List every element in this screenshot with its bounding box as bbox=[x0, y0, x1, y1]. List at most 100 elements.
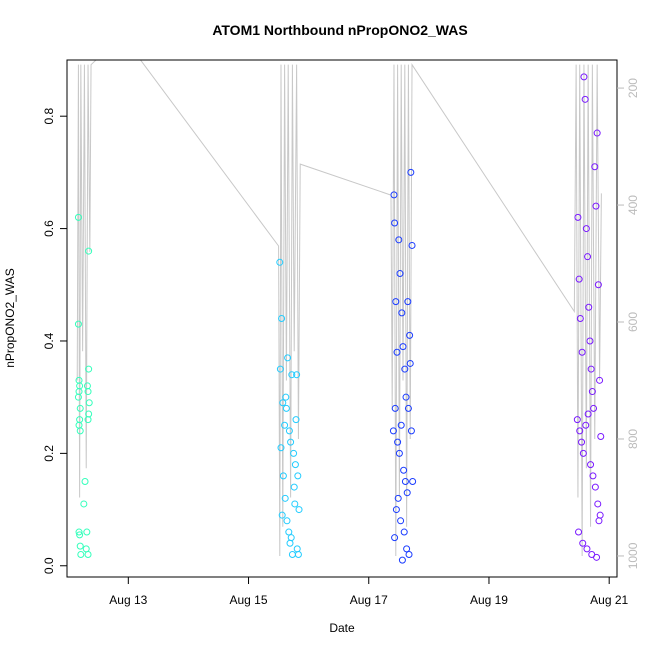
point bbox=[592, 202, 600, 210]
point bbox=[591, 483, 599, 491]
point bbox=[580, 73, 588, 81]
point bbox=[582, 225, 590, 233]
point bbox=[596, 376, 604, 384]
point bbox=[85, 247, 93, 255]
point bbox=[279, 472, 287, 480]
point bbox=[578, 348, 586, 356]
point bbox=[582, 421, 590, 429]
y2-tick-label: 800 bbox=[626, 429, 640, 449]
point bbox=[591, 163, 599, 171]
point bbox=[397, 421, 405, 429]
y-tick-label: 0.2 bbox=[42, 445, 56, 462]
point bbox=[408, 241, 416, 249]
point bbox=[401, 477, 409, 485]
point bbox=[593, 129, 601, 137]
point bbox=[76, 404, 84, 412]
point bbox=[76, 427, 84, 435]
x-tick-label: Aug 15 bbox=[230, 593, 268, 607]
point bbox=[391, 534, 399, 542]
point bbox=[403, 489, 411, 497]
y-axis-label: nPropONO2_WAS bbox=[3, 268, 17, 368]
point bbox=[84, 388, 92, 396]
point bbox=[392, 506, 400, 514]
point bbox=[394, 494, 402, 502]
point bbox=[84, 416, 92, 424]
point bbox=[585, 303, 593, 311]
point bbox=[593, 553, 601, 561]
point bbox=[291, 500, 299, 508]
point bbox=[276, 365, 284, 373]
point bbox=[578, 438, 586, 446]
point bbox=[395, 236, 403, 244]
point bbox=[389, 427, 397, 435]
x-tick-label: Aug 21 bbox=[590, 593, 628, 607]
point bbox=[409, 477, 417, 485]
point bbox=[76, 531, 84, 539]
x-tick-label: Aug 19 bbox=[470, 593, 508, 607]
point bbox=[391, 404, 399, 412]
point bbox=[400, 528, 408, 536]
point bbox=[400, 466, 408, 474]
point bbox=[407, 427, 415, 435]
point bbox=[74, 320, 82, 328]
point bbox=[573, 416, 581, 424]
point bbox=[81, 477, 89, 485]
point bbox=[401, 365, 409, 373]
point bbox=[279, 399, 287, 407]
point bbox=[575, 275, 583, 283]
point bbox=[75, 528, 83, 536]
point bbox=[398, 556, 406, 564]
point bbox=[397, 517, 405, 525]
point bbox=[290, 483, 298, 491]
point bbox=[391, 219, 399, 227]
point bbox=[293, 371, 301, 379]
point bbox=[584, 253, 592, 261]
point bbox=[404, 298, 412, 306]
y2-tick-label: 1000 bbox=[626, 542, 640, 569]
point bbox=[406, 359, 414, 367]
point bbox=[584, 410, 592, 418]
point bbox=[277, 444, 285, 452]
point bbox=[83, 528, 91, 536]
plot-frame bbox=[66, 59, 618, 578]
point bbox=[282, 404, 290, 412]
point bbox=[574, 213, 582, 221]
point bbox=[287, 534, 295, 542]
chart-title: ATOM1 Northbound nPropONO2_WAS bbox=[212, 22, 467, 38]
point bbox=[74, 213, 82, 221]
y-tick-label: 0.0 bbox=[42, 557, 56, 574]
point bbox=[288, 371, 296, 379]
y-tick-label: 0.8 bbox=[42, 108, 56, 125]
point bbox=[398, 309, 406, 317]
point bbox=[282, 393, 290, 401]
point bbox=[281, 494, 289, 502]
point bbox=[581, 95, 589, 103]
point bbox=[293, 545, 301, 553]
point bbox=[76, 542, 84, 550]
x-tick-label: Aug 13 bbox=[109, 593, 147, 607]
point bbox=[80, 500, 88, 508]
point bbox=[404, 404, 412, 412]
point bbox=[576, 315, 584, 322]
point bbox=[292, 416, 300, 424]
point bbox=[579, 539, 587, 547]
point bbox=[595, 517, 603, 525]
point bbox=[84, 551, 92, 559]
point bbox=[278, 511, 286, 519]
point bbox=[390, 191, 398, 199]
point bbox=[85, 365, 93, 373]
point bbox=[285, 427, 293, 435]
point bbox=[406, 331, 414, 339]
point bbox=[402, 393, 410, 401]
plot-area bbox=[74, 60, 605, 564]
point bbox=[393, 348, 401, 356]
point bbox=[396, 270, 404, 278]
y2-tick-label: 600 bbox=[626, 312, 640, 332]
point bbox=[284, 354, 292, 362]
point bbox=[395, 449, 403, 457]
point bbox=[586, 337, 594, 345]
x-tick-label: Aug 17 bbox=[350, 593, 388, 607]
point bbox=[392, 298, 400, 306]
point bbox=[287, 438, 295, 446]
